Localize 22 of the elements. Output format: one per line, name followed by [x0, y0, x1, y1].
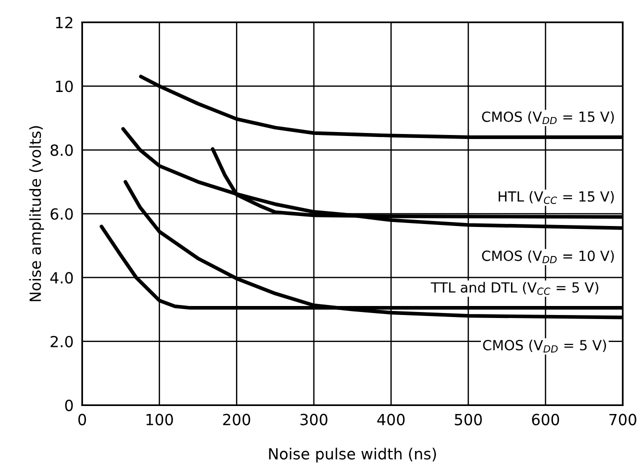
x-axis-title: Noise pulse width (ns) — [269, 448, 436, 463]
annotation: CMOS (V$_{DD}$ = 5 V) — [483, 340, 606, 352]
y-tick-label: 12 — [56, 16, 72, 28]
x-tick-label: 100 — [146, 414, 173, 426]
y-tick-label: 10 — [56, 80, 73, 92]
x-tick-label: 300 — [300, 414, 328, 426]
y-tick-label: 0 — [65, 400, 73, 412]
annotation: CMOS (V$_{DD}$ = 10 V) — [482, 250, 614, 264]
x-tick-label: 700 — [609, 414, 636, 426]
annotation: HTL (V$_{CC}$ = 15 V) — [498, 190, 614, 204]
x-tick-label: 500 — [454, 414, 482, 426]
annotation: TTL and DTL (V$_{CC}$ = 5 V) — [430, 282, 598, 295]
x-tick-label: 600 — [532, 414, 560, 426]
y-tick-label: 8.0 — [50, 144, 73, 156]
y-axis-title: Noise amplitude (volts) — [29, 126, 44, 302]
y-tick-label: 2.0 — [50, 336, 73, 348]
y-tick-label: 4.0 — [50, 272, 73, 284]
x-tick-label: 400 — [377, 414, 405, 426]
x-tick-label: 0 — [78, 414, 86, 426]
x-tick-label: 200 — [223, 414, 250, 426]
y-tick-label: 6.0 — [50, 208, 73, 220]
annotation: CMOS (V$_{DD}$ = 15 V) — [482, 111, 614, 124]
